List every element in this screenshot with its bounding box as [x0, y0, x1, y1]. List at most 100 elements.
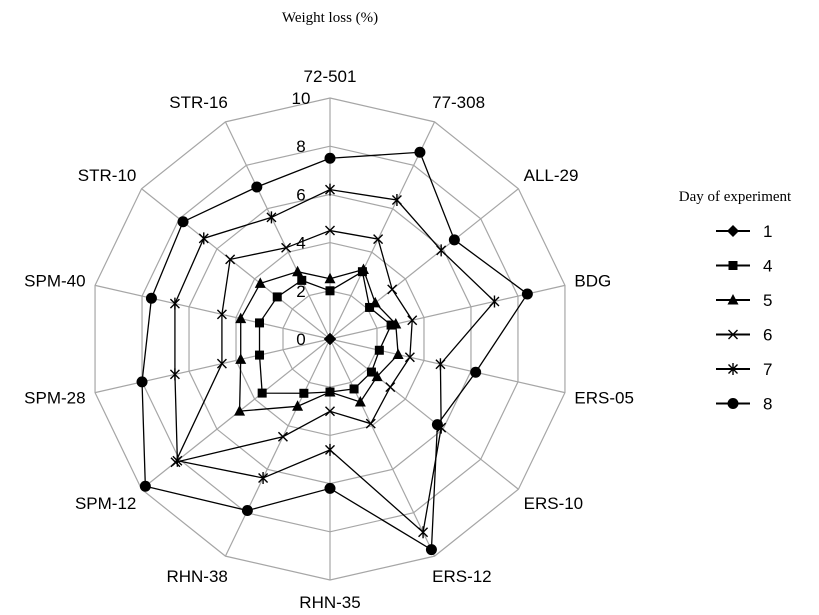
legend-item-7: 7: [716, 360, 772, 379]
category-label: SPM-28: [24, 389, 85, 408]
legend-marker: [728, 261, 738, 270]
data-point: [324, 386, 336, 397]
grid-spoke: [141, 188, 331, 340]
legend-label: 5: [763, 291, 772, 310]
data-point: [235, 353, 247, 364]
legend-item-6: 6: [716, 326, 772, 345]
data-point: [281, 242, 292, 253]
category-label: 72-501: [304, 67, 357, 86]
data-point: [172, 454, 183, 467]
data-point: [198, 232, 209, 245]
grid-spoke: [329, 338, 436, 557]
grid-spoke: [329, 188, 519, 340]
data-point: [251, 181, 263, 193]
category-label: ALL-29: [524, 166, 579, 185]
radial-tick-label: 8: [296, 137, 305, 156]
data-point: [145, 292, 157, 304]
category-label: ERS-05: [574, 389, 634, 408]
data-point: [225, 254, 236, 265]
series-6: [170, 225, 418, 468]
data-point: [241, 505, 253, 517]
data-point: [272, 292, 282, 302]
data-point: [431, 419, 443, 431]
legend-marker: [727, 225, 739, 237]
data-point: [299, 388, 309, 398]
data-point: [436, 244, 447, 257]
data-point: [414, 146, 426, 158]
series-group: [136, 146, 533, 556]
data-point: [235, 312, 247, 324]
data-point: [169, 368, 180, 381]
data-point: [216, 358, 227, 369]
data-point: [325, 443, 335, 456]
legend-item-1: 1: [716, 222, 772, 241]
radial-tick-labels: 0 2 4 6 8 10: [292, 89, 311, 349]
grid-spoke: [224, 338, 331, 557]
grid-spoke: [224, 121, 331, 340]
radial-tick-label: 6: [296, 185, 305, 204]
legend-item-4: 4: [716, 257, 772, 276]
data-point: [365, 302, 375, 312]
radial-tick-label: 2: [296, 282, 305, 301]
data-point: [392, 348, 404, 360]
radar-grid: [94, 97, 566, 581]
data-point: [325, 406, 335, 417]
data-point: [365, 418, 376, 429]
data-point: [136, 376, 148, 388]
data-point: [325, 183, 335, 196]
legend-marker: [727, 294, 739, 305]
data-point: [255, 318, 265, 328]
data-point: [425, 544, 437, 556]
data-point: [385, 382, 396, 393]
category-label: SPM-40: [24, 271, 85, 290]
data-point: [349, 384, 359, 394]
data-point: [325, 286, 335, 296]
data-point: [373, 234, 384, 245]
data-point: [407, 315, 418, 326]
grid-spoke: [94, 338, 331, 394]
grid-spoke: [329, 121, 436, 340]
data-point: [369, 296, 381, 308]
data-point: [387, 284, 398, 295]
data-point: [266, 211, 277, 224]
category-label: ERS-10: [524, 494, 584, 513]
series-7: [169, 183, 500, 539]
data-point: [391, 194, 402, 207]
data-point: [448, 234, 460, 246]
data-point: [357, 263, 369, 275]
data-point: [489, 295, 500, 308]
data-point: [324, 333, 336, 345]
data-point: [258, 471, 269, 484]
data-point: [177, 216, 189, 228]
series-1: [324, 333, 336, 345]
data-point: [418, 526, 429, 539]
legend: Day of experiment 1 4 5 6 7 8: [679, 189, 792, 414]
legend-title: Day of experiment: [679, 189, 792, 205]
data-point: [254, 277, 266, 288]
data-point: [470, 366, 482, 378]
data-point: [257, 388, 267, 398]
category-label: ERS-12: [432, 567, 492, 586]
legend-marker: [728, 363, 738, 375]
legend-marker: [728, 329, 738, 340]
category-label: BDG: [574, 271, 611, 290]
data-point: [216, 309, 227, 320]
radial-tick-label: 0: [296, 330, 305, 349]
data-point: [277, 431, 288, 442]
data-point: [366, 367, 376, 377]
legend-label: 1: [763, 222, 772, 241]
legend-label: 8: [763, 395, 772, 414]
data-point: [325, 225, 335, 236]
data-point: [139, 480, 151, 492]
data-point: [297, 275, 307, 285]
data-point: [354, 395, 366, 407]
data-point: [374, 345, 384, 355]
category-label: 77-308: [432, 93, 485, 112]
data-point: [324, 272, 336, 284]
legend-item-8: 8: [716, 395, 772, 414]
chart-title: Weight loss (%): [282, 10, 378, 26]
data-point: [324, 152, 336, 164]
legend-label: 4: [763, 257, 772, 276]
data-point: [521, 288, 533, 300]
